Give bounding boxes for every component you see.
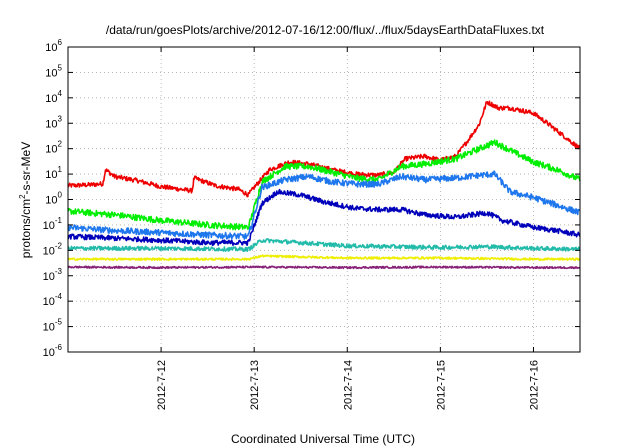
series-line — [67, 170, 581, 240]
y-axis-label-base: protons/cm — [19, 199, 33, 258]
chart-title: /data/run/goesPlots/archive/2012-07-16/1… — [106, 23, 545, 37]
y-tick-base: 10 — [43, 271, 55, 283]
series-line — [67, 254, 581, 261]
x-tick-label: 2012-7-13 — [249, 360, 261, 410]
x-tick-label: 2012-7-14 — [342, 360, 354, 410]
y-tick-exp: 1 — [58, 165, 63, 174]
series-line — [67, 238, 581, 252]
series-line — [67, 265, 581, 270]
y-tick-exp: -3 — [55, 267, 63, 276]
y-tick-label: 10-6 — [43, 343, 63, 359]
y-tick-exp: -5 — [55, 318, 63, 327]
y-tick-base: 10 — [45, 195, 57, 207]
x-axis: 2012-7-12 2012-7-13 2012-7-14 2012-7-15 2012… — [156, 47, 540, 410]
y-axis: 10610510410310210110010-110-210-310-410-… — [43, 38, 580, 359]
y-tick-label: 105 — [45, 63, 62, 79]
series-group — [67, 100, 581, 270]
y-tick-exp: -1 — [55, 216, 63, 225]
grid — [68, 47, 580, 352]
x-axis-label: Coordinated Universal Time (UTC) — [231, 432, 415, 446]
x-tick-label: 2012-7-12 — [156, 360, 168, 410]
y-tick-base: 10 — [45, 42, 57, 54]
y-tick-base: 10 — [45, 169, 57, 181]
series-line — [67, 188, 581, 246]
x-tick-label: 2012-7-16 — [528, 360, 540, 410]
y-axis-label-sup: 2 — [18, 194, 27, 199]
y-tick-label: 106 — [45, 38, 62, 54]
y-tick-base: 10 — [43, 245, 55, 257]
y-tick-base: 10 — [43, 220, 55, 232]
y-tick-exp: 6 — [58, 38, 63, 47]
y-tick-exp: -6 — [55, 343, 63, 352]
x-tick-label: 2012-7-15 — [435, 360, 447, 410]
y-tick-base: 10 — [43, 347, 55, 359]
y-axis-label-rest: -s-sr-MeV — [19, 142, 33, 195]
y-tick-exp: 5 — [58, 63, 63, 72]
y-tick-label: 104 — [45, 89, 62, 105]
y-tick-label: 10-1 — [43, 216, 63, 232]
y-tick-base: 10 — [45, 93, 57, 105]
y-tick-label: 10-3 — [43, 267, 63, 283]
y-tick-label: 100 — [45, 191, 62, 207]
y-tick-label: 10-2 — [43, 241, 63, 257]
y-tick-base: 10 — [43, 296, 55, 308]
y-tick-base: 10 — [45, 67, 57, 79]
y-tick-base: 10 — [45, 118, 57, 130]
y-tick-label: 103 — [45, 114, 62, 130]
y-tick-exp: 0 — [58, 191, 63, 200]
series-line — [67, 139, 581, 231]
y-tick-base: 10 — [43, 322, 55, 334]
y-tick-label: 10-5 — [43, 318, 63, 334]
y-tick-label: 102 — [45, 140, 62, 156]
y-tick-base: 10 — [45, 144, 57, 156]
y-axis-label: protons/cm2-s-sr-MeV — [18, 142, 33, 258]
y-tick-exp: -4 — [55, 292, 63, 301]
y-tick-label: 101 — [45, 165, 62, 181]
y-tick-exp: 4 — [58, 89, 63, 98]
y-tick-exp: -2 — [55, 241, 63, 250]
y-tick-exp: 2 — [58, 140, 63, 149]
y-tick-label: 10-4 — [43, 292, 63, 308]
y-tick-exp: 3 — [58, 114, 63, 123]
